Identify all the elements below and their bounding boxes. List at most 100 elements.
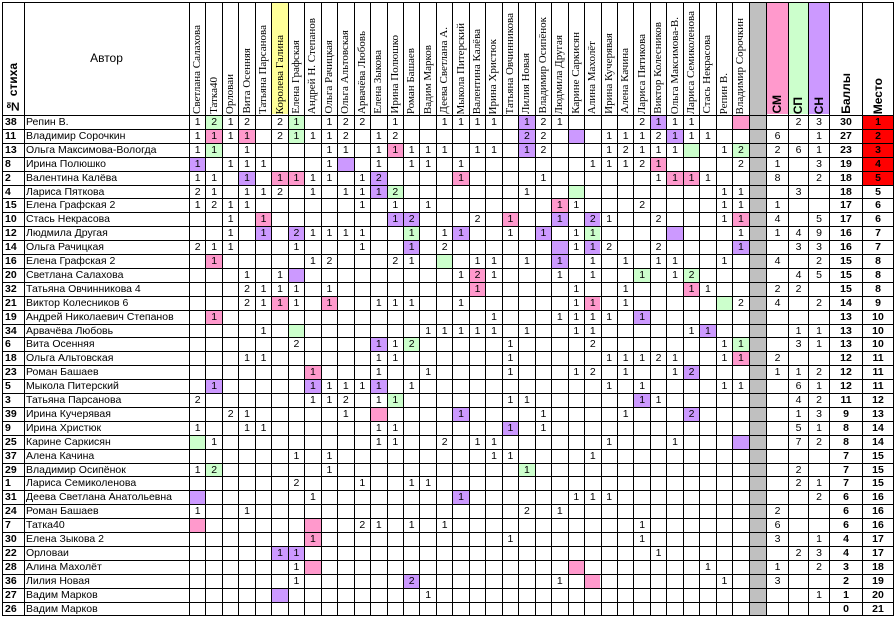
vote-cell [371,464,386,477]
vote-cell: 1 [392,421,399,434]
vote-cell: 1 [733,241,749,255]
header-judge: Мыкола Питерский [454,22,467,114]
grid-line [808,2,809,617]
vote-cell: 1 [310,491,316,504]
row-place: 15 [872,449,884,462]
vote-cell [190,338,205,351]
row-sm [767,338,788,351]
row-sp [789,575,808,588]
vote-cell [355,325,370,338]
vote-cell: 1 [305,533,321,546]
grid-line [567,2,569,617]
row-sn: 1 [816,338,822,351]
vote-cell [239,394,254,407]
vote-cell [634,283,649,296]
vote-cell [700,394,715,407]
row-sm: 3 [774,533,781,545]
vote-cell [305,436,320,449]
vote-cell [519,491,534,504]
row-sm: 3 [774,574,781,587]
vote-cell: 1 [194,199,201,212]
header-judge: Татьяна Парсанова [257,25,270,114]
vote-cell: 1 [688,129,695,142]
vote-cell [585,422,600,435]
vote-cell [338,269,353,282]
vote-cell: 1 [293,449,300,462]
vote-cell [453,255,468,268]
vote-cell [618,436,633,449]
poem-number: 22 [5,546,17,559]
vote-cell: 1 [288,116,305,129]
header-judge: Ольга Рачицкая [322,40,335,114]
vote-cell [289,311,304,324]
row-sn [809,464,829,477]
vote-cell: 1 [573,491,580,504]
row-sn: 3 [816,157,822,170]
row-score: 17 [840,199,852,212]
row-sp: 6 [795,143,802,156]
row-sn [809,519,829,532]
vote-cell: 1 [272,171,288,185]
grid-line [2,2,894,3]
vote-cell [486,477,501,490]
vote-cell: 1 [491,116,497,128]
vote-cell [206,519,221,532]
author-name: Светлана Салахова [26,268,124,281]
vote-cell [355,561,370,574]
vote-cell [206,450,221,463]
vote-cell [651,575,666,588]
grid-line [551,2,553,617]
poem-number: 18 [5,352,17,365]
vote-cell [536,575,551,588]
vote-cell [552,366,567,379]
vote-cell [272,477,287,490]
row-score: 15 [840,255,852,267]
vote-cell [700,297,715,310]
vote-cell [503,186,518,199]
vote-cell [700,408,715,421]
vote-cell [470,199,485,212]
row-sp [789,491,808,504]
poem-number: 14 [5,241,17,254]
vote-cell [338,311,353,324]
vote-cell [371,227,386,240]
vote-cell [536,436,551,449]
header-sp: СП [788,2,808,114]
vote-cell: 1 [606,380,613,393]
author-name: Мыкола Питерский [26,380,119,393]
vote-cell: 1 [359,227,366,240]
vote-cell [717,325,732,338]
header-judge: Светлана Салахова [191,25,204,114]
vote-cell [536,338,551,351]
vote-cell [651,464,666,477]
row-sn [809,311,829,324]
row-sp: 3 [795,338,802,351]
row-sp: 7 [795,435,802,448]
author-name: Татьяна Парсанова [26,394,122,406]
vote-cell: 1 [260,185,267,198]
vote-cell [272,436,287,449]
vote-cell [536,297,551,310]
vote-cell [552,144,567,157]
vote-cell [717,172,732,185]
vote-cell [272,311,287,324]
vote-cell [536,533,551,546]
vote-cell: 1 [705,560,711,573]
poem-number: 9 [5,421,11,434]
vote-cell [355,269,370,282]
grid-line [2,476,894,478]
vote-cell [536,213,551,226]
vote-cell [239,380,254,393]
vote-cell: 1 [359,477,366,490]
vote-cell [667,533,682,546]
vote-cell [256,394,271,407]
vote-cell [717,408,732,421]
grid-line [2,420,894,422]
vote-cell [388,269,403,282]
vote-cell: 1 [552,199,568,213]
vote-cell: 1 [507,227,514,240]
vote-cell: 1 [293,296,300,309]
vote-cell [305,422,320,435]
vote-cell [322,477,337,490]
vote-cell [437,366,452,379]
